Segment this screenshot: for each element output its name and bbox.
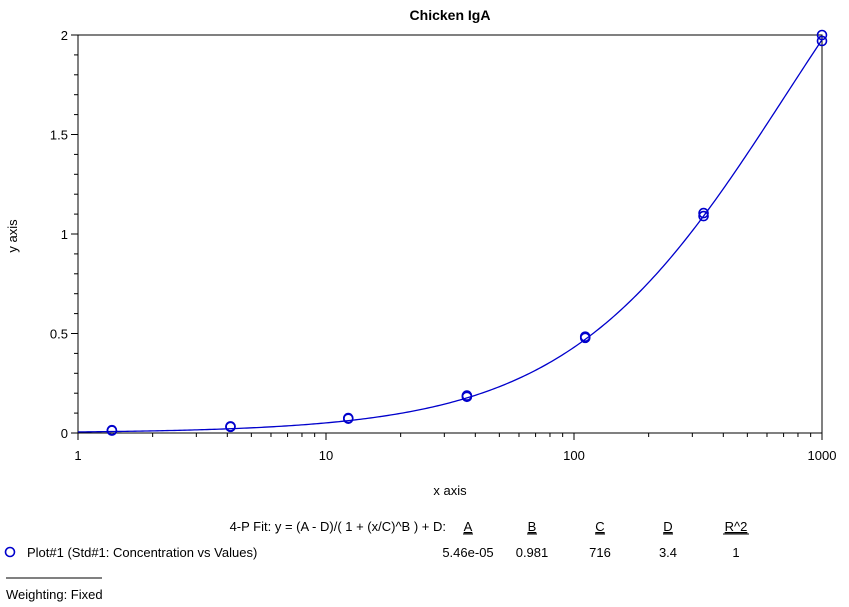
- fit-value: 716: [589, 545, 611, 560]
- x-tick-label: 10: [319, 448, 333, 463]
- fit-values: 5.46e-05 0.981 716 3.4 1: [442, 545, 739, 560]
- fit-value: 5.46e-05: [442, 545, 493, 560]
- data-point: [579, 331, 591, 342]
- fit-curve-line: [77, 39, 823, 433]
- chart-title: Chicken IgA: [410, 7, 491, 23]
- fit-value: 1: [732, 545, 739, 560]
- fit-header-c: C: [595, 519, 604, 534]
- y-axis-label: y axis: [5, 219, 20, 253]
- data-point: [698, 210, 709, 222]
- y-tick-label: 0: [61, 426, 68, 441]
- weighting-label: Weighting: Fixed: [6, 587, 103, 602]
- y-axis: 0 0.5 1 1.5 2: [50, 28, 78, 441]
- x-axis: 1 10 100 1000: [74, 433, 836, 463]
- fit-value: 3.4: [659, 545, 677, 560]
- data-points: [106, 29, 828, 436]
- legend-series-label: Plot#1 (Std#1: Concentration vs Values): [27, 545, 257, 560]
- data-point: [225, 421, 236, 432]
- fit-header-b: B: [528, 519, 537, 534]
- fit-table: 4-P Fit: y = (A - D)/( 1 + (x/C)^B ) + D…: [4, 519, 749, 602]
- fit-equation: 4-P Fit: y = (A - D)/( 1 + (x/C)^B ) + D…: [230, 519, 446, 534]
- y-tick-label: 1.5: [50, 128, 68, 143]
- data-point: [106, 424, 118, 436]
- fit-header-d: D: [663, 519, 672, 534]
- fit-header-a: A: [464, 519, 473, 534]
- y-tick-label: 0.5: [50, 327, 68, 342]
- plot-area-frame: [77, 34, 823, 434]
- data-point: [816, 29, 828, 41]
- y-tick-label: 2: [61, 28, 68, 43]
- fit-headers: A B C D R^2: [463, 519, 749, 535]
- x-tick-label: 1000: [808, 448, 837, 463]
- x-tick-label: 100: [563, 448, 585, 463]
- fit-value: 0.981: [516, 545, 549, 560]
- data-point: [461, 390, 473, 401]
- legend-marker: [4, 546, 16, 558]
- data-point: [816, 35, 828, 47]
- data-point: [342, 412, 354, 424]
- y-tick-label: 1: [61, 227, 68, 242]
- x-axis-label: x axis: [433, 483, 467, 498]
- fit-header-r2: R^2: [725, 519, 748, 534]
- x-tick-label: 1: [74, 448, 81, 463]
- data-point: [698, 207, 709, 219]
